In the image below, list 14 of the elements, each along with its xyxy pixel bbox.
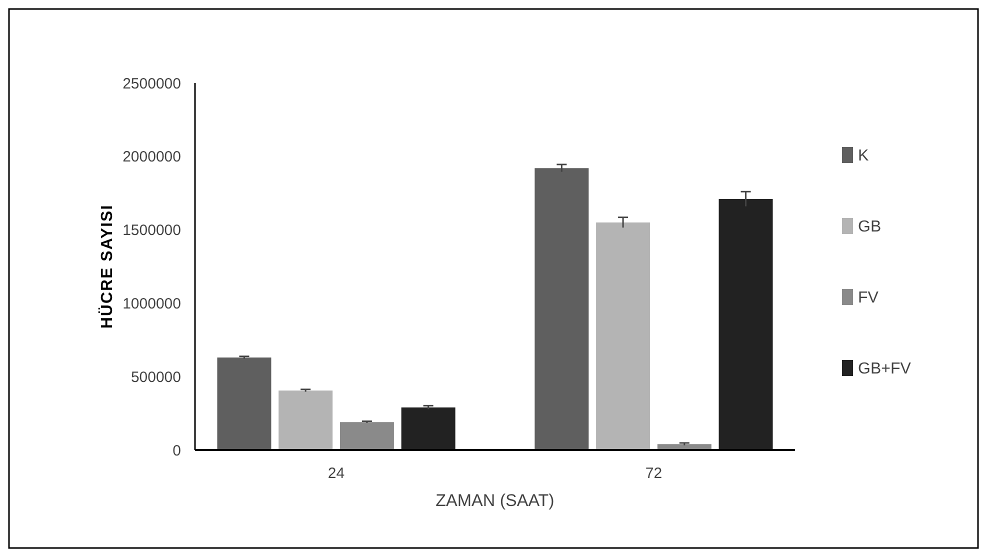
y-tick-label: 2500000: [122, 75, 181, 92]
y-axis-title: HÜCRE SAYISI: [98, 204, 116, 329]
y-tick-label: 2000000: [122, 148, 181, 166]
legend-label: FV: [858, 290, 879, 307]
y-tick-label: 1000000: [122, 295, 181, 312]
y-tick-label: 500000: [130, 368, 181, 386]
x-tick-label: 72: [645, 465, 662, 482]
y-tick-label: 0: [172, 442, 181, 460]
legend-label: K: [858, 148, 869, 165]
x-axis-title: ZAMAN (SAAT): [436, 491, 554, 510]
legend-label: GB: [858, 218, 882, 236]
x-tick-label: 24: [328, 465, 345, 482]
legend-label: GB+FV: [858, 360, 912, 378]
y-tick-label: 1500000: [122, 222, 181, 240]
